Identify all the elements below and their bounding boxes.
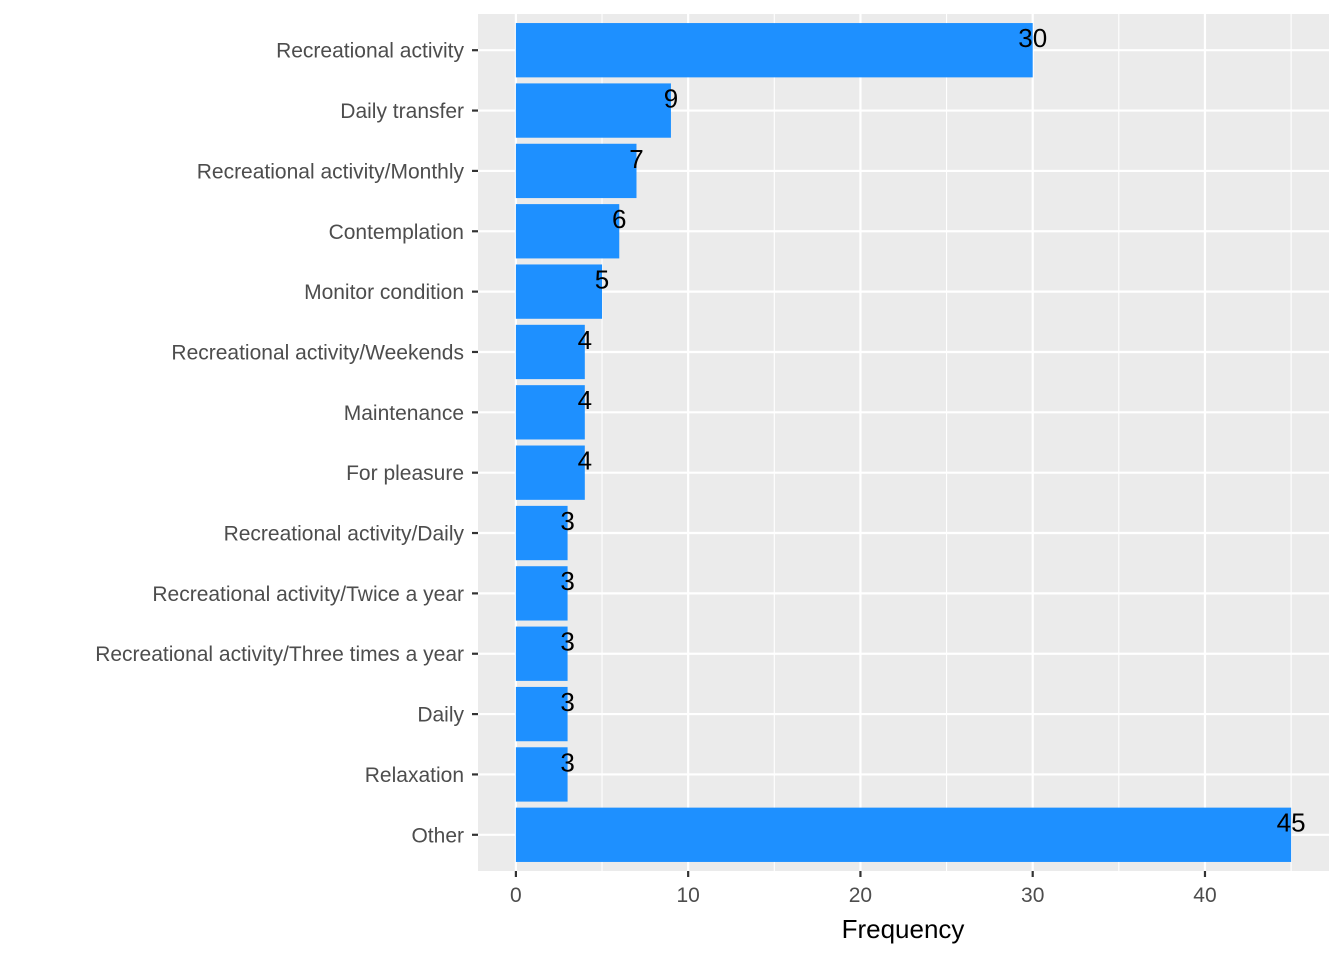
bar: [515, 626, 568, 681]
data-label: 5: [595, 264, 609, 294]
bar: [515, 23, 1033, 78]
bar: [515, 807, 1292, 862]
minor-gridlines: [601, 14, 1292, 871]
y-tick-label: Recreational activity/Three times a year: [95, 643, 464, 666]
data-label: 3: [560, 747, 574, 777]
bar: [515, 747, 568, 802]
data-label: 6: [612, 204, 626, 234]
y-tick-label: Monitor condition: [304, 281, 464, 304]
bar: [515, 324, 585, 380]
bar: [515, 505, 568, 561]
bar: [515, 143, 637, 199]
bar: [515, 83, 671, 138]
x-axis-title: Frequency: [842, 914, 965, 944]
x-tick-label: 0: [510, 884, 522, 907]
x-tick-label: 20: [849, 884, 872, 907]
x-tick-label: 30: [1021, 884, 1044, 907]
data-label: 3: [560, 627, 574, 657]
data-label: 45: [1277, 808, 1306, 838]
y-axis: Recreational activity Daily transfer Recre…: [95, 40, 478, 847]
x-axis: 0 10 20 30 40: [510, 871, 1217, 907]
data-label: 4: [578, 325, 592, 355]
data-label: 3: [560, 566, 574, 596]
y-tick-label: Recreational activity/Monthly: [197, 160, 465, 183]
y-tick-label: Other: [411, 824, 464, 847]
x-tick-label: 40: [1193, 884, 1216, 907]
y-tick-label: Recreational activity/Twice a year: [152, 583, 464, 606]
bars: [515, 23, 1292, 862]
y-tick-label: Recreational activity/Daily: [224, 523, 465, 546]
data-label: 4: [578, 385, 592, 415]
bar: [515, 686, 568, 742]
data-label: 30: [1018, 23, 1047, 53]
x-tick-label: 10: [676, 884, 699, 907]
y-tick-label: Daily: [417, 704, 464, 727]
y-tick-label: Recreational activity: [276, 40, 464, 63]
bar: [515, 566, 568, 621]
data-label: 4: [578, 446, 592, 476]
plot-panel: [478, 14, 1329, 871]
y-tick-label: Relaxation: [365, 764, 464, 787]
data-label: 3: [560, 506, 574, 536]
bar: [515, 204, 620, 259]
data-label: 3: [560, 687, 574, 717]
y-tick-label: Recreational activity/Weekends: [171, 341, 464, 364]
y-tick-label: For pleasure: [346, 462, 464, 485]
data-label: 7: [629, 144, 643, 174]
bar: [515, 445, 585, 500]
y-tick-label: Daily transfer: [340, 100, 464, 123]
bar: [515, 264, 603, 319]
data-label: 9: [664, 83, 678, 113]
bar: [515, 385, 585, 440]
y-tick-label: Maintenance: [344, 402, 464, 425]
y-tick-label: Contemplation: [329, 221, 464, 244]
